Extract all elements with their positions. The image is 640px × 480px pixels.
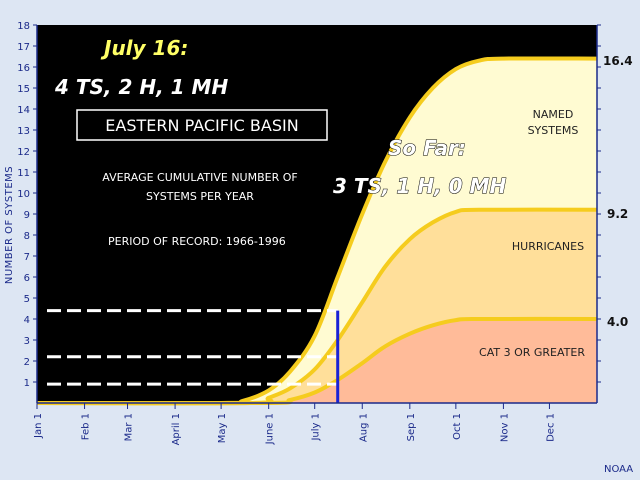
x-tick-label: Dec 1 [545, 413, 556, 442]
area-layer [37, 58, 597, 404]
y-tick-label: 12 [17, 147, 30, 158]
x-tick-label: Mar 1 [124, 413, 135, 441]
date-counts: 4 TS, 2 H, 1 MH [54, 75, 228, 99]
x-axis-ticks: Jan 1 Feb 1 Mar 1 April 1 May 1 June 1 July 1 A… [33, 403, 556, 445]
x-tick-label: June 1 [265, 413, 276, 445]
x-tick-label: April 1 [171, 413, 182, 445]
basin-title: EASTERN PACIFIC BASIN [105, 116, 298, 135]
y-axis-label: NUMBER OF SYSTEMS [4, 166, 15, 284]
y-tick-label: 13 [17, 126, 30, 137]
x-tick-label: Oct 1 [452, 413, 463, 440]
date-heading: July 16: [100, 36, 188, 60]
y-tick-label: 16 [17, 63, 30, 74]
y-tick-label: 5 [24, 294, 30, 305]
current-date-marker [47, 309, 340, 403]
right-label-hurricanes: 9.2 [607, 207, 628, 221]
label-hurricanes: HURRICANES [512, 240, 584, 253]
label-cat3: CAT 3 OR GREATER [479, 346, 585, 359]
y-tick-label: 17 [17, 42, 30, 53]
right-label-named: 16.4 [603, 54, 633, 68]
y-tick-label: 15 [17, 84, 30, 95]
label-named-line1: NAMED [533, 108, 574, 121]
period-of-record: PERIOD OF RECORD: 1966-1996 [108, 235, 286, 248]
x-tick-label: Sep 1 [406, 413, 417, 441]
y-tick-label: 2 [24, 357, 30, 368]
y-tick-label: 7 [24, 252, 30, 263]
x-tick-label: May 1 [217, 413, 228, 443]
y-tick-label: 18 [17, 21, 30, 32]
y-tick-label: 3 [24, 336, 30, 347]
description-line1: AVERAGE CUMULATIVE NUMBER OF [102, 171, 297, 184]
so-far-counts: 3 TS, 1 H, 0 MH [333, 174, 506, 198]
label-named-line2: SYSTEMS [528, 124, 579, 137]
so-far-heading: So Far: [388, 136, 466, 160]
x-tick-label: Feb 1 [81, 413, 92, 440]
y-tick-label: 8 [24, 231, 30, 242]
curve-named-systems [36, 56, 598, 406]
credit-noaa: NOAA [604, 464, 633, 475]
x-tick-label: Jan 1 [33, 413, 44, 439]
basin-box [76, 109, 328, 141]
x-tick-label: July 1 [311, 413, 322, 442]
y-tick-label: 14 [17, 105, 30, 116]
y-tick-label: 10 [17, 189, 30, 200]
right-label-cat3: 4.0 [607, 315, 628, 329]
y-tick-label: 9 [24, 210, 30, 221]
x-tick-label: Nov 1 [499, 413, 510, 442]
area-cat-3-or-greater [37, 318, 597, 404]
y-tick-label: 1 [24, 378, 30, 389]
x-tick-label: Aug 1 [358, 413, 369, 442]
y-tick-label: 4 [24, 315, 30, 326]
y-tick-label: 6 [24, 273, 30, 284]
y-tick-label: 11 [17, 168, 30, 179]
description-line2: SYSTEMS PER YEAR [146, 190, 254, 203]
